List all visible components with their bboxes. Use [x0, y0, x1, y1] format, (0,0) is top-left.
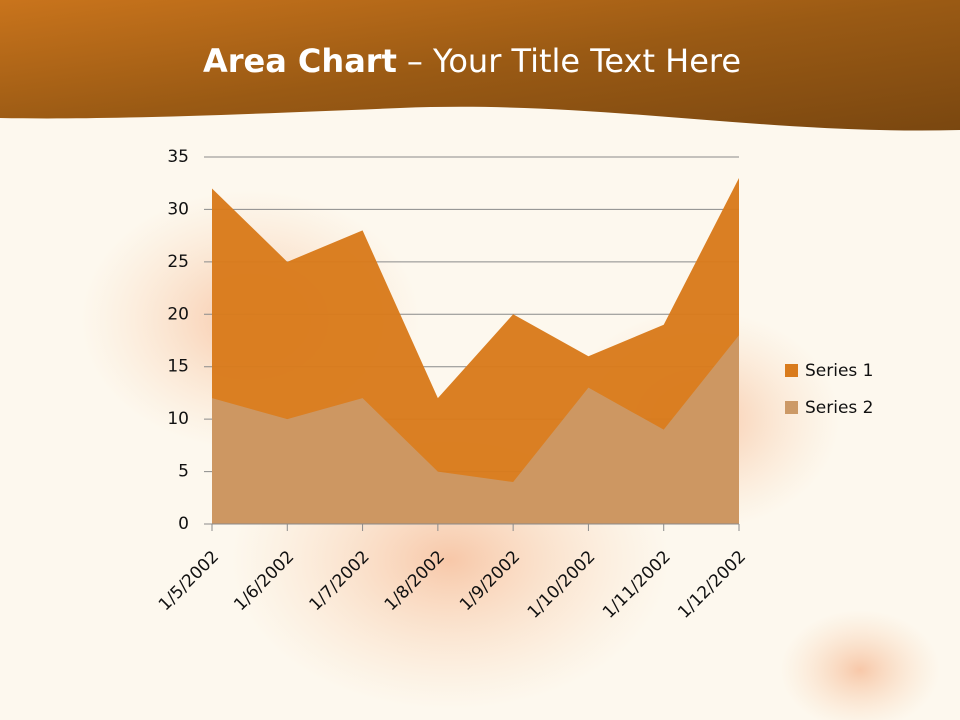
header-band [0, 0, 960, 131]
title-emphasis: Area Chart [203, 42, 397, 80]
y-tick-label: 10 [167, 409, 189, 429]
legend-swatch [785, 364, 798, 377]
area [212, 335, 739, 524]
y-tick-label: 30 [167, 199, 189, 219]
y-tick-label: 0 [178, 514, 189, 534]
slide-title: Area Chart – Your Title Text Here [203, 42, 741, 80]
decor [780, 610, 940, 720]
legend-swatch [785, 401, 798, 414]
y-tick-label: 25 [167, 252, 189, 272]
y-tick-label: 20 [167, 304, 189, 324]
legend-label: Series 2 [805, 398, 874, 418]
y-tick-label: 5 [178, 462, 189, 482]
legend-label: Series 1 [805, 361, 874, 381]
y-tick-label: 15 [167, 357, 189, 377]
y-tick-label: 35 [167, 147, 189, 167]
title-rest: – Your Title Text Here [407, 42, 741, 80]
